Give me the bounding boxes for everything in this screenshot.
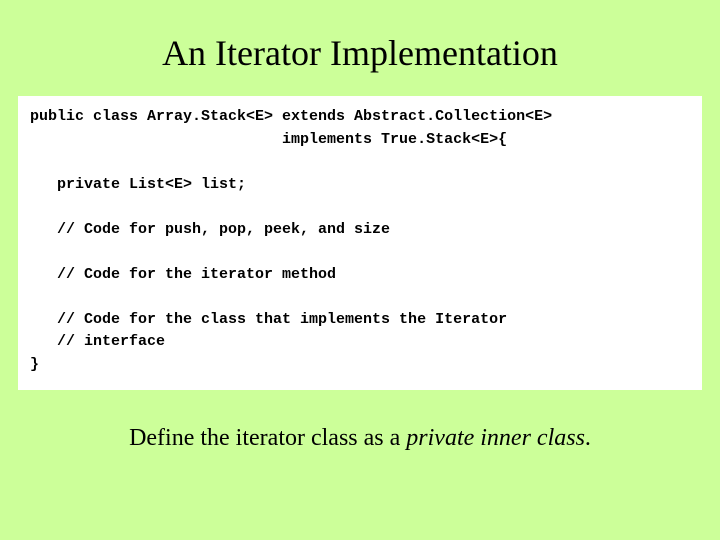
caption-emphasis: private inner class bbox=[406, 425, 585, 451]
code-line: // Code for push, pop, peek, and size bbox=[30, 221, 390, 238]
code-line: } bbox=[30, 356, 39, 373]
caption-prefix: Define the iterator class as a bbox=[129, 425, 406, 451]
code-line: private List<E> list; bbox=[30, 176, 246, 193]
slide-caption: Define the iterator class as a private i… bbox=[0, 425, 720, 452]
code-line: // Code for the class that implements th… bbox=[30, 311, 507, 328]
slide-title: An Iterator Implementation bbox=[0, 32, 720, 74]
code-line: // interface bbox=[30, 333, 165, 350]
code-line: public class Array.Stack<E> extends Abst… bbox=[30, 108, 552, 125]
code-block: public class Array.Stack<E> extends Abst… bbox=[18, 96, 702, 390]
caption-suffix: . bbox=[585, 425, 591, 451]
code-line: // Code for the iterator method bbox=[30, 266, 336, 283]
code-line: implements True.Stack<E>{ bbox=[30, 131, 507, 148]
